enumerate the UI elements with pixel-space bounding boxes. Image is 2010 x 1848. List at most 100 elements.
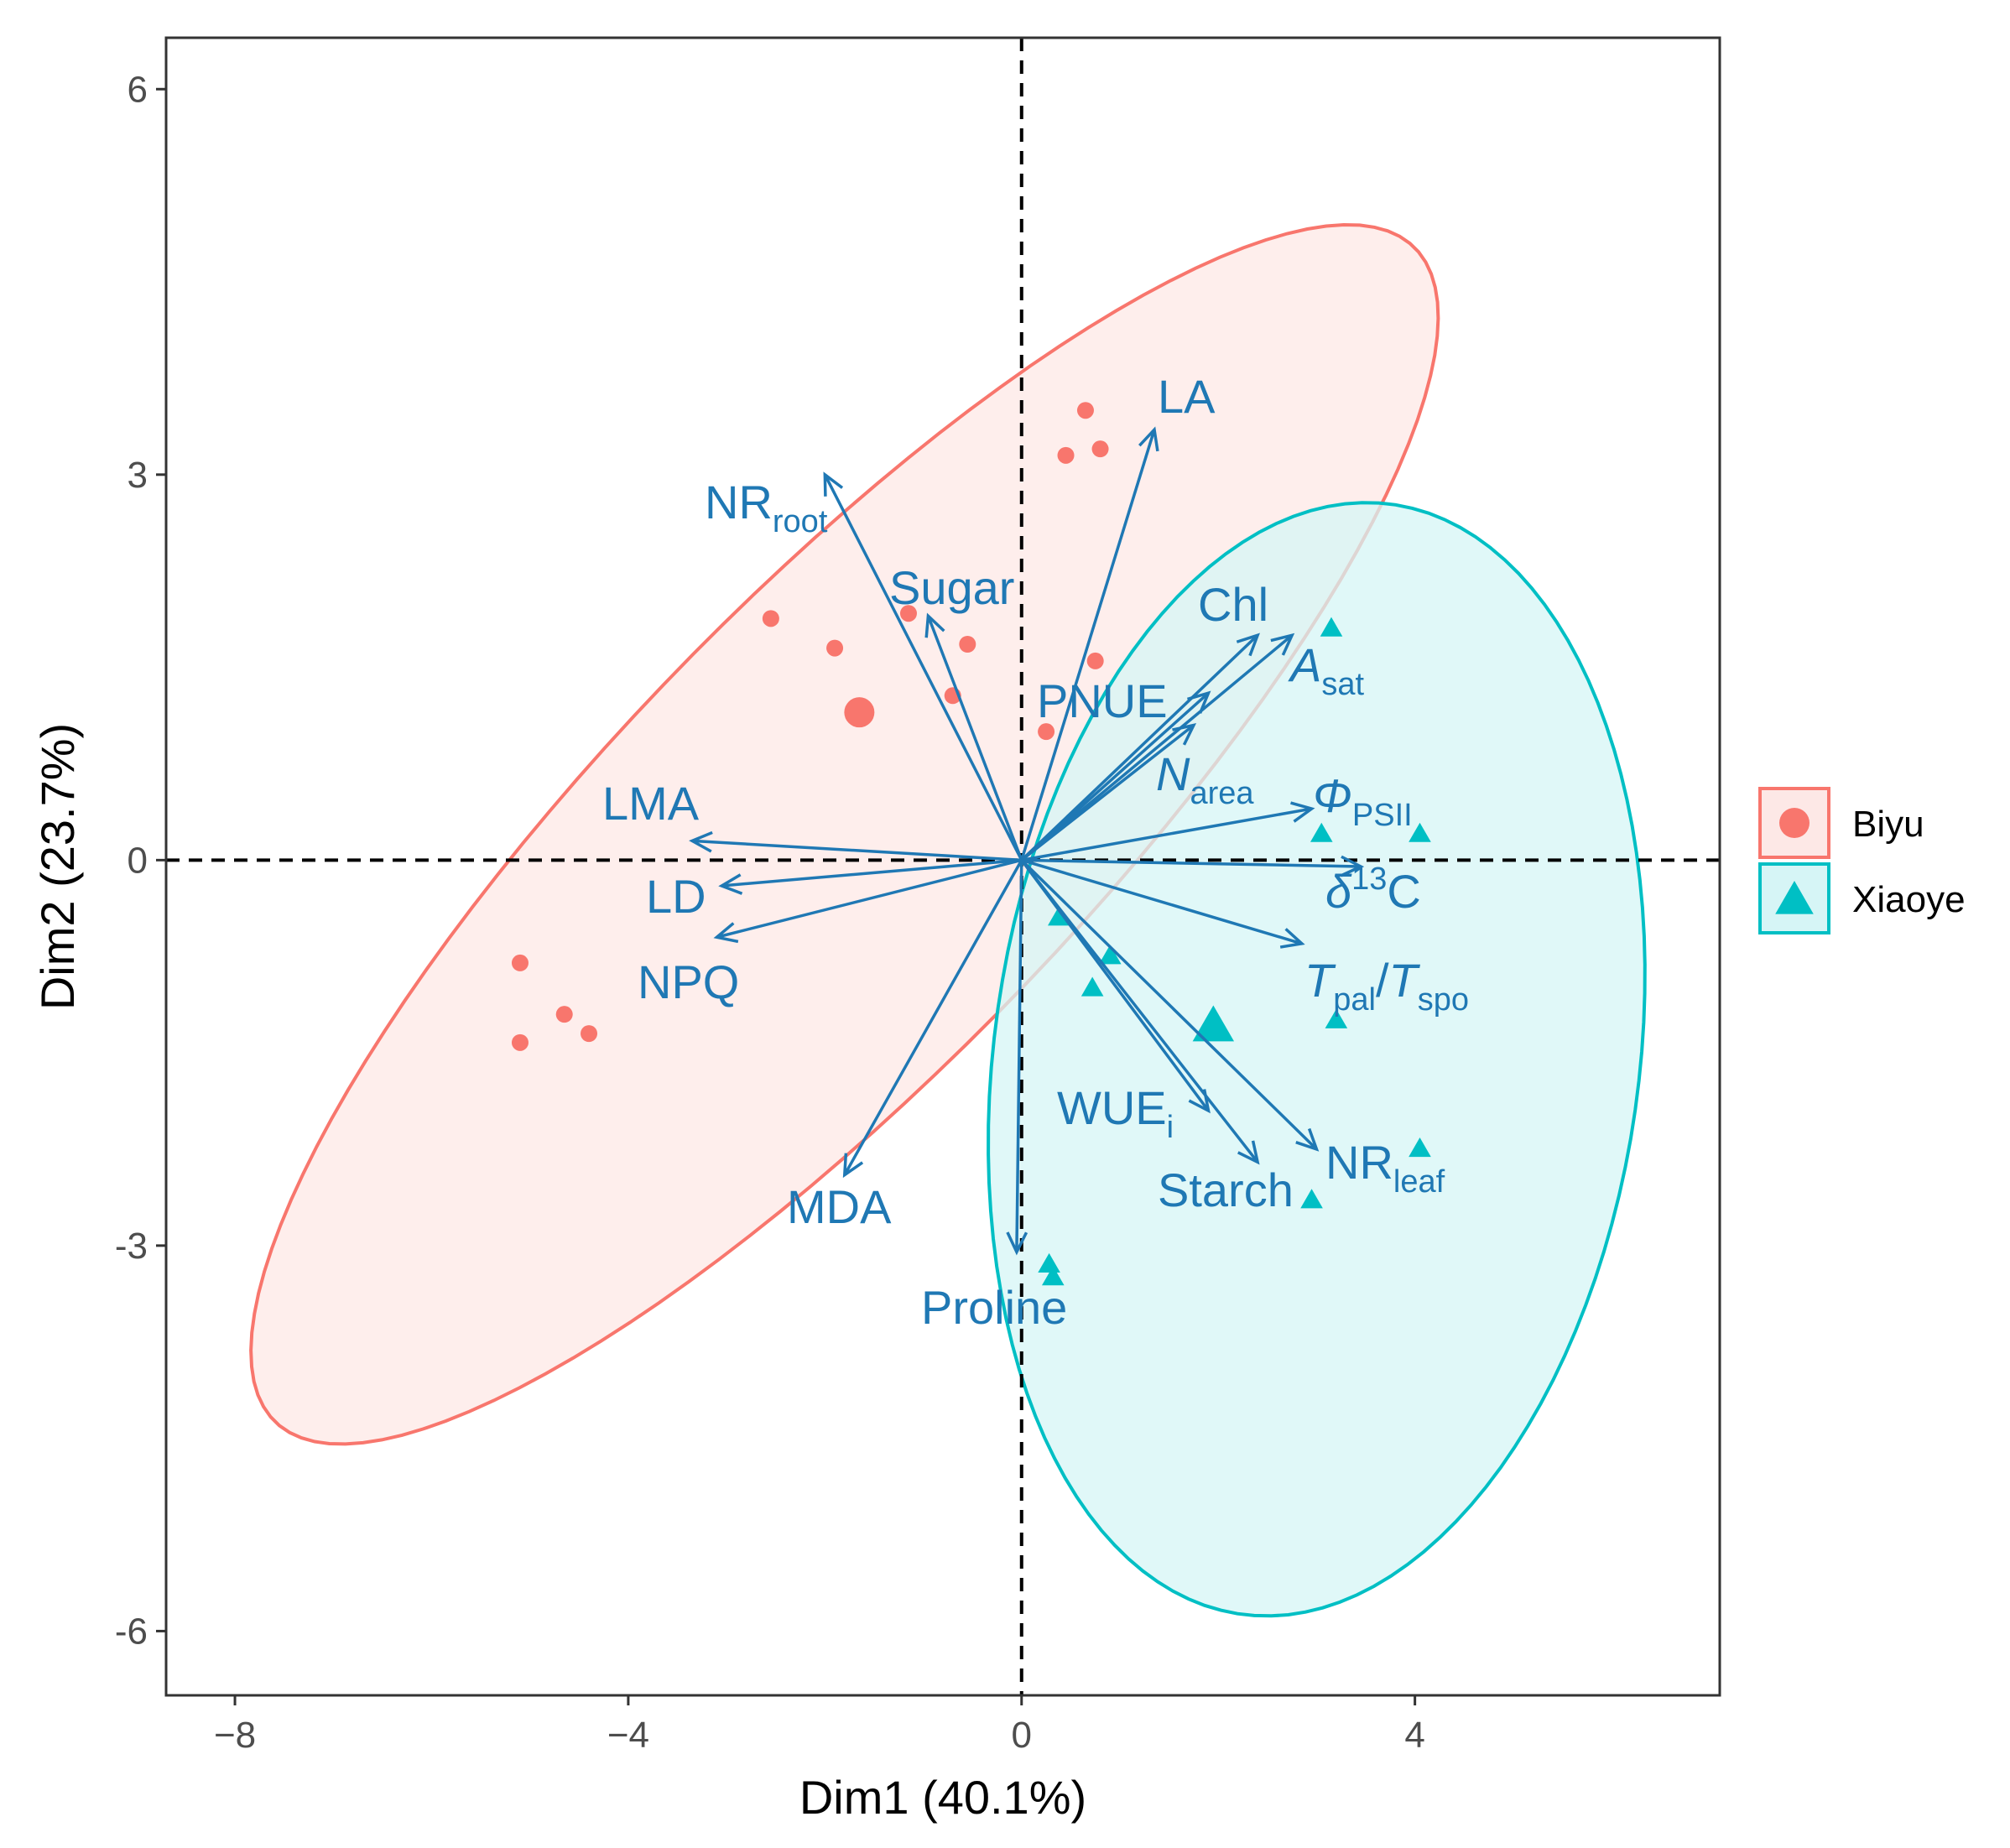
label-tpal: Tpal/Tspo [1304, 954, 1469, 1018]
arrowhead-tpal [1279, 928, 1305, 949]
arrowhead-sugar [924, 612, 945, 638]
arrow-proline [1015, 860, 1023, 1252]
label-sub: root [773, 504, 828, 539]
point-biyu [555, 1006, 573, 1023]
arrow-13c [1021, 858, 1362, 868]
point-biyu [899, 605, 917, 622]
legend-symbol-biyu [1779, 808, 1810, 838]
point-xiaoye [1409, 1137, 1431, 1158]
y-tick-label: 3 [128, 455, 148, 496]
point-xiaoye [1041, 1266, 1065, 1286]
arrow-asat [1020, 633, 1294, 862]
label-pnue: PNUE [1037, 674, 1168, 727]
label-main: LMA [602, 777, 700, 830]
point-xiaoye [1038, 1252, 1060, 1273]
label-sub: pal [1333, 982, 1376, 1018]
arrowhead-narea [1172, 723, 1197, 746]
label-starch: Starch [1158, 1163, 1294, 1216]
y-axis-title: Dim2 (23.7%) [31, 723, 84, 1010]
label-main: MDA [787, 1180, 892, 1233]
x-tick-label: 4 [1404, 1715, 1424, 1756]
arrowhead-starch [1237, 1140, 1260, 1165]
arrowhead-lma [689, 830, 713, 853]
label-sub: area [1190, 776, 1254, 811]
label-main: NR [1325, 1136, 1393, 1189]
point-biyu [1086, 652, 1104, 669]
label-main: Chl [1198, 578, 1268, 631]
label-psii: ΦPSII [1313, 769, 1413, 833]
panel-border [164, 36, 1721, 1697]
point-xiaoye [1320, 617, 1343, 637]
x-tick-label: 0 [1012, 1715, 1032, 1756]
point-biyu [1091, 440, 1109, 458]
arrow-tpal [1021, 858, 1303, 945]
label-ld: LD [646, 870, 706, 923]
x-axis-title: Dim1 (40.1%) [799, 1771, 1086, 1824]
arrow-sugar [926, 615, 1023, 861]
label-main: NR [705, 476, 773, 528]
label-main2: T [1389, 954, 1421, 1007]
label-proline: Proline [921, 1281, 1067, 1334]
label-tail: C [1387, 865, 1420, 918]
arrowhead-mda [842, 1153, 864, 1179]
arrow-pnue [1020, 691, 1210, 862]
arrowhead-asat [1270, 632, 1295, 656]
label-main: PNUE [1037, 674, 1168, 727]
legend-label-biyu: Biyu [1852, 804, 1924, 845]
label-la: LA [1158, 370, 1216, 423]
arrowhead-nrleaf [1295, 1127, 1320, 1152]
label-narea: Narea [1156, 747, 1254, 811]
point-xiaoye [1409, 822, 1431, 842]
arrow-mda [843, 859, 1023, 1176]
label-sub: sat [1321, 667, 1364, 702]
label-sugar: Sugar [889, 561, 1014, 614]
point-xiaoye [1300, 1189, 1323, 1209]
point-biyu [511, 954, 529, 971]
arrowhead-psii [1290, 801, 1315, 823]
point-biyu [762, 610, 779, 627]
label-main: LA [1158, 370, 1216, 423]
label-main: A [1288, 638, 1321, 691]
arrowhead-chl [1236, 632, 1261, 657]
arrow-narea [1020, 724, 1195, 862]
arrow-starch [1020, 859, 1259, 1163]
label-nrroot: NRroot [705, 476, 828, 539]
ellipse-xiaoye [987, 501, 1647, 1618]
label-sub2: spo [1418, 982, 1469, 1018]
point-biyu [826, 639, 844, 657]
label-main: T [1304, 954, 1336, 1007]
arrow-lma [691, 839, 1022, 862]
arrow-la [1020, 429, 1156, 861]
x-tick-label: −8 [214, 1715, 256, 1756]
label-lma: LMA [602, 777, 700, 830]
label-main: LD [646, 870, 706, 923]
label-mda: MDA [787, 1180, 892, 1233]
x-tick-label: −4 [607, 1715, 649, 1756]
point-biyu [1057, 446, 1075, 464]
point-xiaoye [1098, 945, 1122, 965]
arrow-chl [1020, 634, 1259, 862]
label-main: δ [1325, 865, 1352, 918]
legend-symbol-xiaoye [1775, 881, 1814, 914]
arrowhead-13c [1340, 855, 1365, 877]
point-biyu [581, 1025, 598, 1043]
label-main: NPQ [638, 955, 739, 1008]
y-tick-label: -6 [115, 1611, 148, 1652]
centroid-biyu [844, 697, 875, 728]
arrowhead-ld [718, 873, 743, 895]
point-biyu [1038, 723, 1055, 741]
arrow-npq [716, 858, 1023, 939]
label-main: N [1156, 747, 1190, 800]
centroid-xiaoye [1192, 1005, 1235, 1042]
arrowhead-proline [1006, 1231, 1028, 1256]
label-asat: Asat [1288, 638, 1364, 702]
arrowhead-la [1138, 426, 1159, 452]
point-biyu [959, 636, 976, 653]
y-tick-label: -3 [115, 1226, 148, 1267]
label-sup: 13 [1351, 862, 1387, 897]
label-main: Starch [1158, 1163, 1294, 1216]
label-main: Φ [1313, 769, 1352, 822]
label-chl: Chl [1198, 578, 1268, 631]
label-main: Proline [921, 1281, 1067, 1334]
